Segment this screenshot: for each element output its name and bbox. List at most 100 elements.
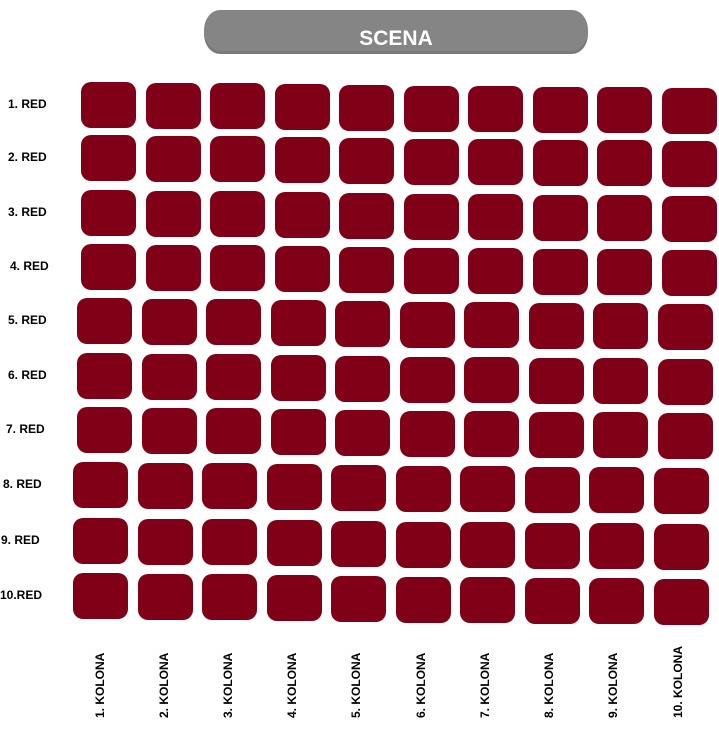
seat-row-8-col-2[interactable] bbox=[138, 463, 193, 509]
seat-row-7-col-8[interactable] bbox=[529, 412, 584, 458]
seat-row-4-col-3[interactable] bbox=[210, 245, 265, 291]
seat-row-6-col-7[interactable] bbox=[464, 357, 519, 403]
seat-row-5-col-2[interactable] bbox=[142, 299, 197, 345]
seat-row-3-col-7[interactable] bbox=[468, 194, 523, 240]
seat-row-2-col-5[interactable] bbox=[339, 138, 394, 184]
seat-row-4-col-10[interactable] bbox=[662, 250, 717, 296]
seat-row-10-col-4[interactable] bbox=[267, 575, 322, 621]
seat-row-2-col-3[interactable] bbox=[210, 136, 265, 182]
seat-row-2-col-10[interactable] bbox=[662, 141, 717, 187]
seat-row-10-col-3[interactable] bbox=[202, 574, 257, 620]
seat-row-7-col-2[interactable] bbox=[142, 408, 197, 454]
seat-row-2-col-7[interactable] bbox=[468, 139, 523, 185]
seat-row-3-col-1[interactable] bbox=[81, 190, 136, 236]
seat-row-7-col-10[interactable] bbox=[658, 413, 713, 459]
seat-row-3-col-10[interactable] bbox=[662, 196, 717, 242]
seat-row-2-col-4[interactable] bbox=[275, 137, 330, 183]
seat-row-4-col-8[interactable] bbox=[533, 249, 588, 295]
seat-row-9-col-7[interactable] bbox=[460, 522, 515, 568]
seat-row-5-col-10[interactable] bbox=[658, 304, 713, 350]
seat-row-9-col-9[interactable] bbox=[589, 523, 644, 569]
seat-row-10-col-8[interactable] bbox=[525, 578, 580, 624]
seat-row-1-col-3[interactable] bbox=[210, 83, 265, 129]
seat-row-5-col-9[interactable] bbox=[593, 303, 648, 349]
seat-row-6-col-1[interactable] bbox=[77, 353, 132, 399]
seat-row-2-col-9[interactable] bbox=[597, 140, 652, 186]
seat-row-9-col-8[interactable] bbox=[525, 523, 580, 569]
seat-row-10-col-2[interactable] bbox=[138, 574, 193, 620]
seat-row-3-col-6[interactable] bbox=[404, 194, 459, 240]
seat-row-1-col-6[interactable] bbox=[404, 86, 459, 132]
seat-row-1-col-4[interactable] bbox=[275, 84, 330, 130]
seat-row-2-col-8[interactable] bbox=[533, 140, 588, 186]
seat-row-6-col-3[interactable] bbox=[206, 354, 261, 400]
seat-row-8-col-1[interactable] bbox=[73, 462, 128, 508]
seat-row-6-col-5[interactable] bbox=[335, 356, 390, 402]
seat-row-8-col-4[interactable] bbox=[267, 464, 322, 510]
seat-row-6-col-6[interactable] bbox=[400, 357, 455, 403]
seat-row-10-col-10[interactable] bbox=[654, 579, 709, 625]
seat-row-8-col-6[interactable] bbox=[396, 466, 451, 512]
seat-row-3-col-4[interactable] bbox=[275, 192, 330, 238]
seat-row-5-col-6[interactable] bbox=[400, 302, 455, 348]
seat-row-4-col-6[interactable] bbox=[404, 248, 459, 294]
seat-row-10-col-5[interactable] bbox=[331, 576, 386, 622]
seat-row-6-col-2[interactable] bbox=[142, 354, 197, 400]
seat-row-8-col-9[interactable] bbox=[589, 467, 644, 513]
seat-row-9-col-3[interactable] bbox=[202, 519, 257, 565]
seat-row-5-col-1[interactable] bbox=[77, 298, 132, 344]
seat-row-9-col-4[interactable] bbox=[267, 520, 322, 566]
seat-row-9-col-10[interactable] bbox=[654, 524, 709, 570]
seat-row-8-col-7[interactable] bbox=[460, 466, 515, 512]
seat-row-7-col-6[interactable] bbox=[400, 411, 455, 457]
seat-row-7-col-5[interactable] bbox=[335, 410, 390, 456]
seat-row-1-col-2[interactable] bbox=[146, 83, 201, 129]
seat-row-9-col-1[interactable] bbox=[73, 518, 128, 564]
seat-row-10-col-9[interactable] bbox=[589, 578, 644, 624]
seat-row-1-col-7[interactable] bbox=[468, 86, 523, 132]
seat-row-5-col-8[interactable] bbox=[529, 303, 584, 349]
seat-row-3-col-8[interactable] bbox=[533, 195, 588, 241]
seat-row-4-col-5[interactable] bbox=[339, 247, 394, 293]
seat-row-7-col-7[interactable] bbox=[464, 411, 519, 457]
seat-row-7-col-1[interactable] bbox=[77, 407, 132, 453]
seat-row-9-col-5[interactable] bbox=[331, 521, 386, 567]
seat-row-1-col-9[interactable] bbox=[597, 87, 652, 133]
seat-row-3-col-3[interactable] bbox=[210, 191, 265, 237]
seat-row-4-col-2[interactable] bbox=[146, 245, 201, 291]
seat-row-2-col-1[interactable] bbox=[81, 135, 136, 181]
seat-row-2-col-2[interactable] bbox=[146, 136, 201, 182]
seat-row-8-col-8[interactable] bbox=[525, 467, 580, 513]
seat-row-6-col-10[interactable] bbox=[658, 359, 713, 405]
seat-row-8-col-3[interactable] bbox=[202, 463, 257, 509]
seat-row-5-col-5[interactable] bbox=[335, 301, 390, 347]
seat-row-1-col-1[interactable] bbox=[81, 82, 136, 128]
seat-row-8-col-10[interactable] bbox=[654, 468, 709, 514]
seat-row-1-col-10[interactable] bbox=[662, 88, 717, 134]
seat-row-3-col-2[interactable] bbox=[146, 191, 201, 237]
seat-row-7-col-3[interactable] bbox=[206, 408, 261, 454]
seat-row-1-col-5[interactable] bbox=[339, 85, 394, 131]
seat-row-10-col-1[interactable] bbox=[73, 573, 128, 619]
seat-row-5-col-7[interactable] bbox=[464, 302, 519, 348]
seat-row-6-col-8[interactable] bbox=[529, 358, 584, 404]
seat-row-5-col-4[interactable] bbox=[271, 300, 326, 346]
seat-row-10-col-6[interactable] bbox=[396, 577, 451, 623]
seat-row-3-col-9[interactable] bbox=[597, 195, 652, 241]
seat-row-10-col-7[interactable] bbox=[460, 577, 515, 623]
seat-row-3-col-5[interactable] bbox=[339, 193, 394, 239]
seat-row-6-col-9[interactable] bbox=[593, 358, 648, 404]
seat-row-1-col-8[interactable] bbox=[533, 87, 588, 133]
seat-row-9-col-6[interactable] bbox=[396, 522, 451, 568]
seat-row-7-col-9[interactable] bbox=[593, 412, 648, 458]
seat-row-8-col-5[interactable] bbox=[331, 465, 386, 511]
seat-row-6-col-4[interactable] bbox=[271, 355, 326, 401]
seat-row-4-col-9[interactable] bbox=[597, 249, 652, 295]
seat-row-9-col-2[interactable] bbox=[138, 519, 193, 565]
seat-row-4-col-4[interactable] bbox=[275, 246, 330, 292]
seat-row-4-col-7[interactable] bbox=[468, 248, 523, 294]
seat-row-4-col-1[interactable] bbox=[81, 244, 136, 290]
seat-row-7-col-4[interactable] bbox=[271, 409, 326, 455]
seat-row-5-col-3[interactable] bbox=[206, 299, 261, 345]
seat-row-2-col-6[interactable] bbox=[404, 139, 459, 185]
